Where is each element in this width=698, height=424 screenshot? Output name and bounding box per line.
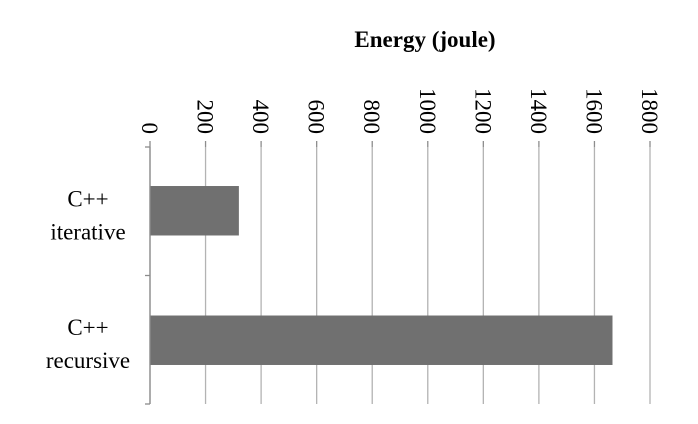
bars xyxy=(150,186,613,365)
x-tick-label: 0 xyxy=(137,123,162,135)
chart-title: Energy (joule) xyxy=(354,27,495,52)
x-tick-label: 1800 xyxy=(637,88,662,134)
category-label: C++ iterative xyxy=(50,186,125,244)
category-label-line: C++ xyxy=(67,186,108,211)
x-tick-label: 200 xyxy=(193,100,218,135)
x-tick-label: 400 xyxy=(248,100,273,135)
category-label-line: iterative xyxy=(50,219,125,244)
axes xyxy=(145,146,151,405)
category-label-line: recursive xyxy=(46,348,130,373)
category-labels: C++ iterative C++ recursive xyxy=(46,186,130,373)
x-tick-label: 1200 xyxy=(470,88,495,134)
x-tick-label: 1400 xyxy=(526,88,551,134)
x-tick-label: 1600 xyxy=(581,88,606,134)
x-tick-label: 1000 xyxy=(415,88,440,134)
x-tick-labels: 0 200 400 600 800 1000 1200 1400 1600 1800 xyxy=(137,88,662,134)
x-tick-label: 600 xyxy=(304,100,329,135)
category-label: C++ recursive xyxy=(46,315,130,373)
bar-cpp-iterative xyxy=(150,186,239,236)
bar-cpp-recursive xyxy=(150,315,613,365)
category-label-line: C++ xyxy=(67,315,108,340)
x-tick-label: 800 xyxy=(359,100,384,135)
